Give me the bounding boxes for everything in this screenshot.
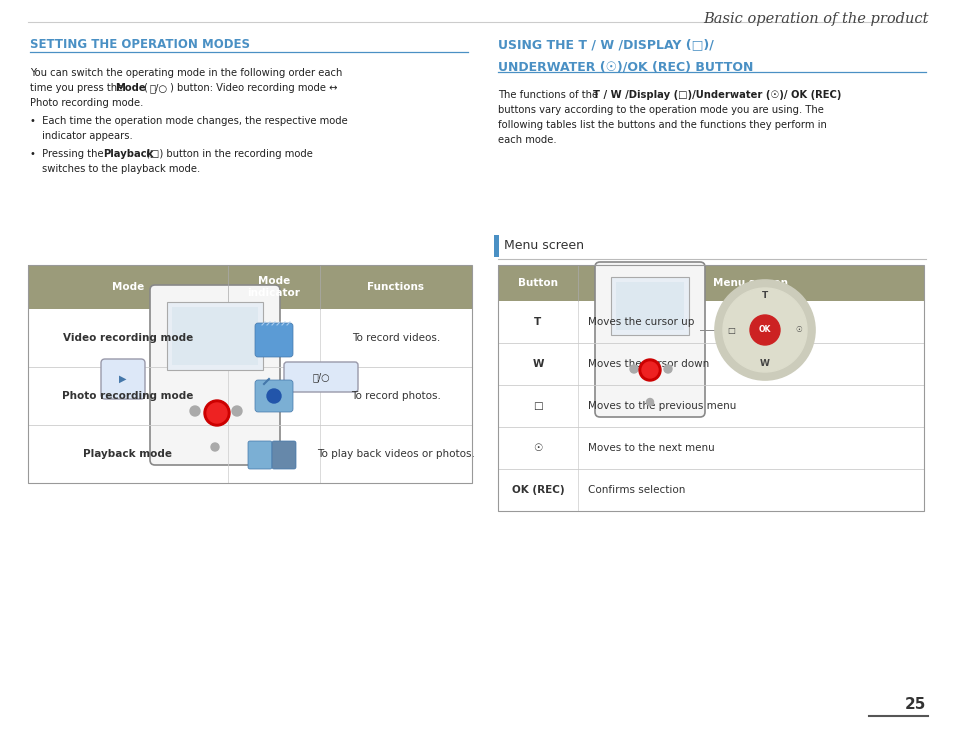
Circle shape: [641, 362, 658, 378]
Text: □: □: [533, 401, 542, 411]
Text: Basic operation of the product: Basic operation of the product: [702, 12, 928, 26]
Bar: [610, 277, 688, 335]
Text: T: T: [534, 317, 541, 327]
Text: You can switch the operating mode in the following order each: You can switch the operating mode in the…: [30, 68, 342, 78]
Circle shape: [749, 315, 780, 345]
Text: following tables list the buttons and the functions they perform in: following tables list the buttons and th…: [497, 120, 826, 130]
FancyBboxPatch shape: [248, 441, 272, 469]
Text: T: T: [761, 291, 767, 301]
Circle shape: [267, 389, 281, 403]
Text: Moves the cursor down: Moves the cursor down: [587, 359, 708, 369]
Text: ) button: Video recording mode ↔: ) button: Video recording mode ↔: [170, 83, 337, 93]
Text: OK: OK: [758, 326, 770, 334]
Text: Mode
indicator: Mode indicator: [247, 276, 300, 298]
Text: T / W /Display (□)/Underwater (☉)/ OK (REC): T / W /Display (□)/Underwater (☉)/ OK (R…: [593, 90, 841, 100]
Bar: [497, 265, 923, 301]
Text: UNDERWATER (☉)/OK (REC) BUTTON: UNDERWATER (☉)/OK (REC) BUTTON: [497, 60, 753, 73]
Text: •  Each time the operation mode changes, the respective mode: • Each time the operation mode changes, …: [30, 116, 348, 126]
Text: W: W: [760, 359, 769, 369]
Text: 25: 25: [903, 697, 925, 712]
Text: Moves to the previous menu: Moves to the previous menu: [587, 401, 736, 411]
Circle shape: [207, 403, 227, 423]
FancyBboxPatch shape: [150, 285, 280, 465]
Bar: [28, 265, 472, 309]
Text: Moves to the next menu: Moves to the next menu: [587, 443, 714, 453]
Text: Functions: Functions: [367, 282, 424, 292]
Text: The functions of the: The functions of the: [497, 90, 600, 100]
Circle shape: [629, 365, 638, 373]
Circle shape: [232, 406, 242, 416]
Circle shape: [722, 288, 806, 372]
Text: ▶: ▶: [119, 374, 127, 384]
Text: OK (REC): OK (REC): [511, 485, 564, 495]
Bar: [167, 302, 263, 370]
Text: Confirms selection: Confirms selection: [587, 485, 684, 495]
FancyBboxPatch shape: [101, 359, 145, 399]
Bar: [494, 235, 498, 257]
Text: •  Pressing the: • Pressing the: [30, 149, 107, 159]
Text: (□) button in the recording mode: (□) button in the recording mode: [146, 149, 313, 159]
Text: To record photos.: To record photos.: [351, 391, 440, 401]
Text: □: □: [726, 326, 734, 334]
Text: Playback: Playback: [103, 149, 153, 159]
Text: Video recording mode: Video recording mode: [63, 333, 193, 343]
Text: each mode.: each mode.: [497, 135, 556, 145]
Text: (: (: [143, 83, 147, 93]
Bar: [616, 282, 683, 330]
Text: indicator appears.: indicator appears.: [42, 131, 132, 141]
FancyBboxPatch shape: [284, 362, 357, 392]
Text: Photo recording mode: Photo recording mode: [62, 391, 193, 401]
Bar: [28, 265, 472, 483]
Circle shape: [646, 399, 653, 405]
Bar: [497, 265, 923, 511]
Text: ☉: ☉: [533, 443, 542, 453]
Text: Playback mode: Playback mode: [84, 449, 172, 459]
Bar: [172, 307, 257, 365]
Text: USING THE T / W /DISPLAY (□)/: USING THE T / W /DISPLAY (□)/: [497, 38, 713, 51]
Text: Moves the cursor up: Moves the cursor up: [587, 317, 694, 327]
FancyBboxPatch shape: [254, 323, 293, 357]
Circle shape: [639, 359, 660, 381]
FancyBboxPatch shape: [254, 380, 293, 412]
Text: Ⓜ/○: Ⓜ/○: [150, 83, 168, 93]
Text: Mode: Mode: [115, 83, 146, 93]
Text: ☉: ☉: [795, 326, 801, 334]
FancyBboxPatch shape: [595, 262, 704, 417]
Text: time you press the: time you press the: [30, 83, 126, 93]
Circle shape: [211, 443, 219, 451]
Text: switches to the playback mode.: switches to the playback mode.: [42, 164, 200, 174]
Text: Menu screen: Menu screen: [503, 239, 583, 252]
Text: Photo recording mode.: Photo recording mode.: [30, 98, 143, 108]
Circle shape: [204, 400, 230, 426]
Circle shape: [190, 406, 200, 416]
Text: To play back videos or photos.: To play back videos or photos.: [316, 449, 475, 459]
Text: Button: Button: [517, 278, 558, 288]
Circle shape: [714, 280, 814, 380]
Text: SETTING THE OPERATION MODES: SETTING THE OPERATION MODES: [30, 38, 250, 51]
Text: Ⓜ/○: Ⓜ/○: [312, 372, 330, 382]
Text: To record videos.: To record videos.: [352, 333, 439, 343]
FancyBboxPatch shape: [272, 441, 295, 469]
Text: W: W: [532, 359, 543, 369]
Text: Menu screen: Menu screen: [713, 278, 788, 288]
Circle shape: [663, 365, 671, 373]
Text: buttons vary according to the operation mode you are using. The: buttons vary according to the operation …: [497, 105, 823, 115]
Text: Mode: Mode: [112, 282, 144, 292]
